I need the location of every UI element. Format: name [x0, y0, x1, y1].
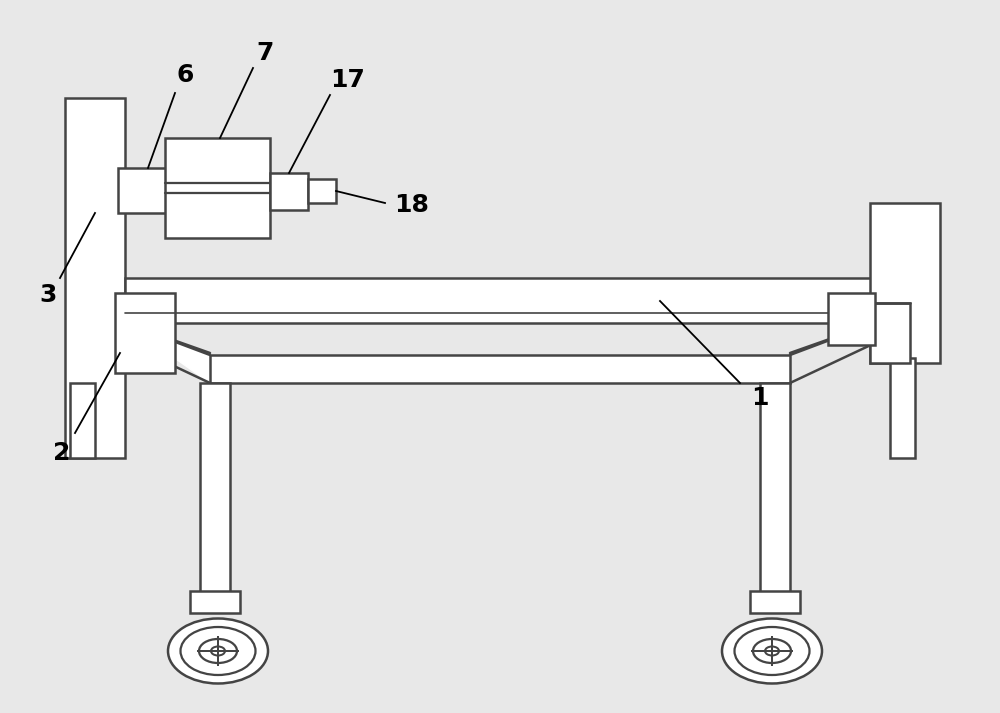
- Bar: [118, 168, 166, 213]
- Text: 6: 6: [176, 63, 194, 87]
- Text: 17: 17: [331, 68, 365, 92]
- Bar: [870, 303, 910, 363]
- Ellipse shape: [199, 639, 237, 663]
- Text: 18: 18: [395, 193, 429, 217]
- Bar: [870, 203, 940, 363]
- Bar: [125, 278, 875, 323]
- Bar: [70, 383, 95, 458]
- Bar: [210, 355, 790, 383]
- Text: 3: 3: [39, 283, 57, 307]
- Bar: [200, 383, 230, 593]
- Bar: [270, 173, 308, 210]
- Ellipse shape: [734, 627, 810, 675]
- Bar: [165, 138, 270, 238]
- Bar: [190, 591, 240, 613]
- Ellipse shape: [722, 618, 822, 684]
- Bar: [890, 358, 915, 458]
- Ellipse shape: [211, 647, 225, 655]
- Bar: [828, 293, 875, 345]
- Text: 7: 7: [256, 41, 274, 65]
- Bar: [760, 383, 790, 593]
- Text: 2: 2: [53, 441, 71, 465]
- Text: 1: 1: [751, 386, 769, 410]
- Ellipse shape: [180, 627, 256, 675]
- Bar: [750, 591, 800, 613]
- Polygon shape: [125, 323, 210, 383]
- Bar: [308, 179, 336, 203]
- Bar: [115, 293, 175, 373]
- Ellipse shape: [765, 647, 779, 655]
- Ellipse shape: [753, 639, 791, 663]
- Bar: [65, 98, 125, 458]
- Ellipse shape: [168, 618, 268, 684]
